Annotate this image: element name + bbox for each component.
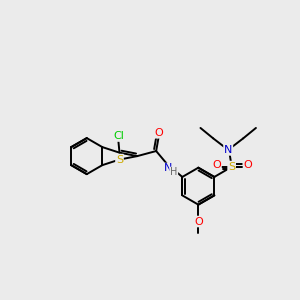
Text: N: N: [224, 145, 232, 155]
Text: O: O: [154, 128, 163, 138]
Text: O: O: [212, 160, 221, 170]
Text: Cl: Cl: [113, 131, 124, 141]
Text: S: S: [116, 154, 123, 165]
Text: S: S: [228, 161, 235, 172]
Text: O: O: [194, 217, 203, 226]
Text: H: H: [170, 167, 177, 177]
Text: O: O: [244, 160, 252, 170]
Text: N: N: [164, 164, 172, 173]
